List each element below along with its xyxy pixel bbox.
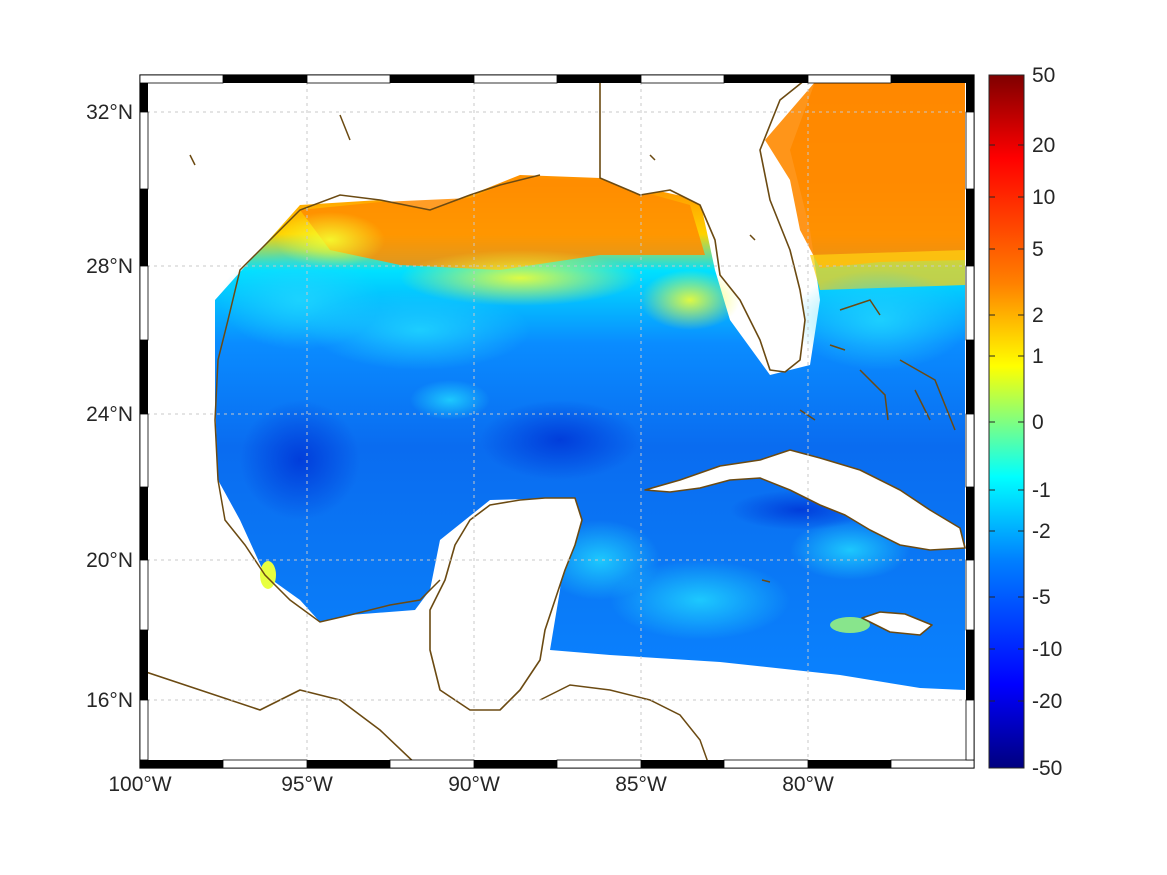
colorbar-tick-label: 50 — [1032, 64, 1055, 87]
atlantic-warm-band — [765, 82, 965, 268]
colorbar-tick-label: 0 — [1032, 411, 1044, 434]
lat-tick-label: 24°N — [86, 403, 133, 426]
colorbar-tick-label: -1 — [1032, 479, 1051, 502]
coastlines — [140, 75, 966, 768]
lat-tick-label: 16°N — [86, 689, 133, 712]
map-grid — [140, 75, 974, 768]
lon-tick-label: 80°W — [782, 773, 834, 796]
colorbar-tick-label: -50 — [1032, 757, 1062, 780]
jamaica-island — [861, 611, 933, 636]
colorbar-tick-label: -10 — [1032, 638, 1062, 661]
lat-tick-label: 32°N — [86, 101, 133, 124]
lon-tick-labels: 100°W 95°W 90°W 85°W 80°W — [108, 773, 834, 796]
cuba-island — [644, 449, 966, 551]
data-field — [215, 82, 970, 690]
lon-tick-label: 85°W — [615, 773, 667, 796]
mexico-gulf-coast — [217, 479, 441, 623]
lat-tick-label: 20°N — [86, 549, 133, 572]
bahamas-islands — [829, 299, 956, 431]
colorbar-tick-label: -5 — [1032, 586, 1051, 609]
lat-tick-labels: 32°N 28°N 24°N 20°N 16°N — [86, 101, 133, 712]
map-frame — [139, 74, 975, 769]
florida-landmass — [599, 75, 811, 373]
colorbar-tick-label: -20 — [1032, 690, 1062, 713]
small-islands — [189, 114, 816, 583]
colorbar-tick-label: 10 — [1032, 186, 1055, 209]
mexico-south-landmass — [140, 669, 421, 768]
northern-gulf-warm — [300, 178, 705, 270]
colorbar-tick-label: 20 — [1032, 134, 1055, 157]
lat-tick-label: 28°N — [86, 255, 133, 278]
colorbar-tick-label: 1 — [1032, 345, 1044, 368]
colorbar-tick-label: -2 — [1032, 520, 1051, 543]
lon-tick-label: 95°W — [281, 773, 333, 796]
lon-tick-label: 90°W — [448, 773, 500, 796]
colorbar-tick-label: 5 — [1032, 238, 1044, 261]
texas-louisiana-coast — [214, 174, 541, 481]
central-america-coast — [539, 684, 711, 768]
lon-tick-label: 100°W — [108, 773, 171, 796]
colorbar-tick-label: 2 — [1032, 304, 1044, 327]
yucatan-landmass — [429, 497, 583, 711]
